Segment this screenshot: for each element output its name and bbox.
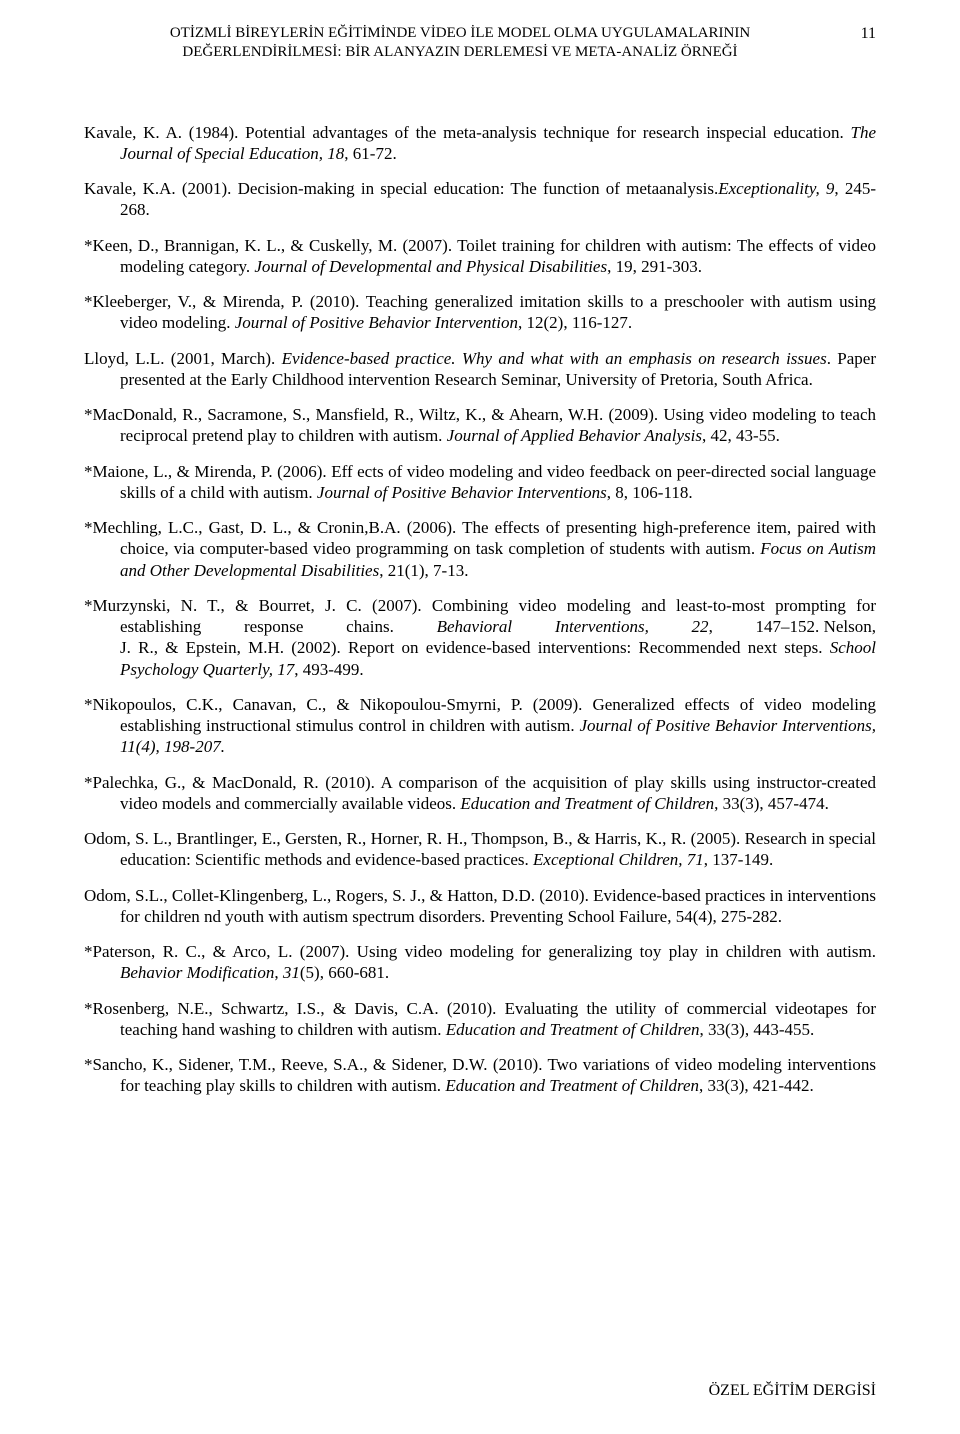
- running-head: OTİZMLİ BİREYLERİN EĞİTİMİNDE VİDEO İLE …: [84, 24, 876, 62]
- running-title-line2: DEĞERLENDİRİLMESİ: BİR ALANYAZIN DERLEME…: [182, 44, 737, 60]
- reference-entry: Kavale, K.A. (2001). Decision-making in …: [84, 178, 876, 221]
- reference-entry: *Maione, L., & Mirenda, P. (2006). Eff e…: [84, 461, 876, 504]
- page-number: 11: [836, 24, 876, 44]
- reference-entry: *Kleeberger, V., & Mirenda, P. (2010). T…: [84, 291, 876, 334]
- reference-entry: *Paterson, R. C., & Arco, L. (2007). Usi…: [84, 941, 876, 984]
- reference-entry: *Palechka, G., & MacDonald, R. (2010). A…: [84, 772, 876, 815]
- reference-entry: *Mechling, L.C., Gast, D. L., & Cronin,B…: [84, 517, 876, 581]
- reference-entry: *MacDonald, R., Sacramone, S., Mansfield…: [84, 404, 876, 447]
- journal-footer: ÖZEL EĞİTİM DERGİSİ: [709, 1382, 876, 1400]
- reference-entry: Odom, S.L., Collet-Klingenberg, L., Roge…: [84, 885, 876, 928]
- reference-entry: Lloyd, L.L. (2001, March). Evidence-base…: [84, 348, 876, 391]
- reference-entry: *Nikopoulos, C.K., Canavan, C., & Nikopo…: [84, 694, 876, 758]
- reference-entry: Odom, S. L., Brantlinger, E., Gersten, R…: [84, 828, 876, 871]
- running-title-line1: OTİZMLİ BİREYLERİN EĞİTİMİNDE VİDEO İLE …: [170, 25, 750, 41]
- reference-entry: Kavale, K. A. (1984). Potential advantag…: [84, 122, 876, 165]
- reference-entry: *Keen, D., Brannigan, K. L., & Cuskelly,…: [84, 235, 876, 278]
- reference-entry: *Murzynski, N. T., & Bourret, J. C. (200…: [84, 595, 876, 680]
- reference-entry: *Rosenberg, N.E., Schwartz, I.S., & Davi…: [84, 998, 876, 1041]
- running-title: OTİZMLİ BİREYLERİN EĞİTİMİNDE VİDEO İLE …: [84, 24, 836, 62]
- reference-list: Kavale, K. A. (1984). Potential advantag…: [84, 122, 876, 1097]
- reference-entry: *Sancho, K., Sidener, T.M., Reeve, S.A.,…: [84, 1054, 876, 1097]
